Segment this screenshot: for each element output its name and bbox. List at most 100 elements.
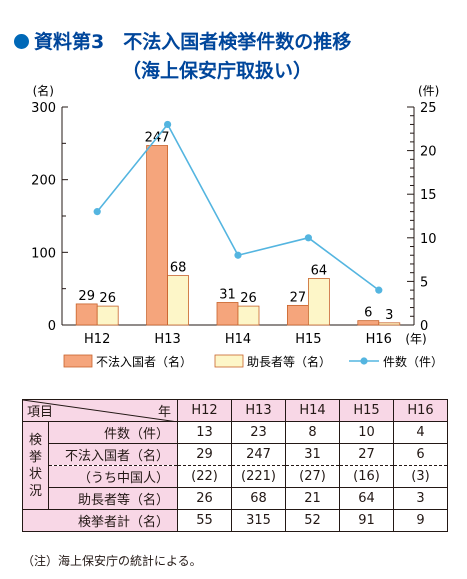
line-point-cases [234,251,242,259]
group-char: 状 [28,466,42,482]
table-cell: 68 [231,487,286,510]
bar-illegal-entrants [216,302,239,326]
table-cell: 315 [231,509,286,532]
table-cell: 91 [339,509,394,532]
legend-label-abettors: 助長者等（名） [247,354,331,369]
bar-abettors [167,275,190,326]
line-point-cases [375,286,383,294]
corner-year-label: 年 [157,405,171,420]
right-tick-label: 15 [420,188,437,203]
x-tick-label: H15 [295,332,321,347]
table-col-h15: H15 [339,399,394,422]
table-corner-cell: 年 項目 [22,399,178,422]
legend-swatch-abettors [214,354,244,368]
table-col-h14: H14 [285,399,340,422]
table-cell: 9 [393,509,448,532]
legend-marker-cases [360,357,368,365]
data-table: 年 項目 H12 H13 H14 H15 H16 検 挙 状 況 件数（件） 1… [22,399,448,532]
left-tick-label: 100 [31,246,56,261]
corner-diagonal [23,400,171,421]
legend-swatch-illegal-entrants [63,354,93,368]
bar-value-label: 31 [219,287,236,302]
row-label: （うち中国人） [48,465,178,488]
group-char: 検 [28,432,42,448]
corner-item-label: 項目 [27,405,54,420]
row-label: 助長者等（名） [48,487,178,510]
bar-abettors [378,322,401,326]
chart-subtitle: （海上保安庁取扱い） [122,60,313,82]
table-cell: 27 [339,443,394,466]
x-tick-label: H14 [225,332,251,347]
bullet-icon [14,34,29,49]
table-cell: 247 [231,443,286,466]
table-row-chinese: （うち中国人） (22) (221) (27) (16) (3) [23,465,448,488]
x-tick-label: H16 [366,332,392,347]
chart-title: 資料第3 不法入国者検挙件数の推移 [14,27,351,54]
table-cell: 8 [285,421,340,444]
table-row-cases: 検 挙 状 況 件数（件） 13 23 8 10 4 [22,421,448,510]
right-axis-unit: (件) [418,84,439,98]
table-row-abettors: 助長者等（名） 26 68 21 64 3 [23,487,448,510]
left-tick-label: 300 [31,101,56,116]
bar-value-label: 68 [170,261,187,276]
combo-chart: 0 100 200 300 (名) 0 5 10 15 20 25 (件) H12 H13 H14 H15 H1… [31,83,443,369]
line-cases [96,123,380,291]
bar-value-label: 26 [99,291,116,306]
x-axis-unit: (年) [405,332,426,346]
table-cell: 52 [285,509,340,532]
bar-illegal-entrants [357,320,380,326]
table-cell: 21 [285,487,340,510]
bar-illegal-entrants [75,303,98,326]
x-tick-label: H13 [154,332,180,347]
table-header-row: 年 項目 H12 H13 H14 H15 H16 [22,399,448,422]
table-cell: 26 [177,487,232,510]
table-cell: 29 [177,443,232,466]
table-cell: 4 [393,421,448,444]
bar-value-label: 26 [240,291,257,306]
left-tick-label: 200 [31,174,56,189]
right-tick-label: 5 [420,275,428,290]
group-char: 挙 [28,449,42,465]
bar-value-label: 3 [385,308,393,323]
legend-label-illegal-entrants: 不法入国者（名） [96,354,192,369]
row-label: 検挙者計（名） [22,509,178,532]
table-cell: (3) [393,465,448,488]
right-tick-label: 25 [420,101,437,116]
table-cell: (27) [285,465,340,488]
bar-illegal-entrants [286,304,309,326]
table-cell: 6 [393,443,448,466]
table-row-illegal-entrants: 不法入国者（名） 29 247 31 27 6 [23,443,448,466]
line-point-cases [304,234,312,242]
table-cell: 13 [177,421,232,444]
table-cell: (16) [339,465,394,488]
table-cell: (22) [177,465,232,488]
bar-abettors [307,278,330,326]
table-col-h13: H13 [231,399,286,422]
row-label: 不法入国者（名） [48,443,178,466]
footnote: （注）海上保安庁の統計による。 [22,554,202,568]
table-cell: (221) [231,465,286,488]
bar-abettors [96,305,119,326]
x-tick-label: H12 [84,332,110,347]
chart-title-text: 資料第3 不法入国者検挙件数の推移 [34,31,352,53]
table-cell: 23 [231,421,286,444]
bar-value-label: 29 [78,289,95,304]
table-cell: 55 [177,509,232,532]
table-row-total: 検挙者計（名） 55 315 52 91 9 [22,509,448,532]
right-tick-label: 0 [420,319,428,334]
line-point-cases [93,208,101,216]
right-tick-label: 10 [420,232,437,247]
group-char: 況 [28,483,42,499]
table-cell: 31 [285,443,340,466]
line-point-cases [164,120,172,129]
right-tick-label: 20 [420,145,437,160]
bar-value-label: 64 [311,263,328,278]
table-col-h12: H12 [177,399,232,422]
legend-label-cases: 件数（件） [383,354,443,369]
bar-value-label: 27 [290,290,307,305]
table-group-label: 検 挙 状 況 [22,421,49,510]
table-col-h16: H16 [393,399,448,422]
bar-illegal-entrants [146,145,169,326]
table-cell: 64 [339,487,394,510]
bar-abettors [237,305,260,326]
